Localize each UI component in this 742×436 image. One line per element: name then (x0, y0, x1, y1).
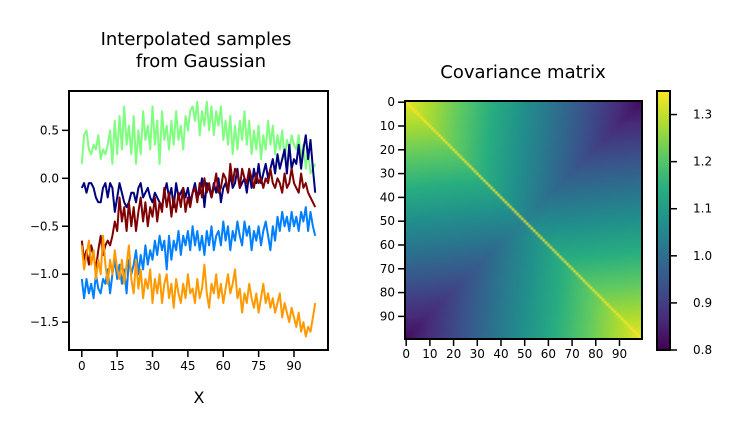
line-x-tick-label: 15 (110, 359, 125, 373)
colorbar-frame (656, 90, 671, 351)
line-x-tick-label: 75 (251, 359, 266, 373)
heatmap-y-tick-label: 70 (380, 262, 395, 276)
line-x-tick-label: 30 (145, 359, 160, 373)
line-y-tick-label: −1.0 (30, 267, 59, 281)
heatmap-y-tick-label: 90 (380, 309, 395, 323)
line-series-1 (80, 100, 317, 175)
heatmap-y-axis: 0 10 20 30 40 50 60 70 80 90 (380, 95, 404, 323)
line-x-axis: 0 15 30 45 60 75 90 (78, 350, 302, 373)
heatmap-y-tick-label: 50 (380, 214, 395, 228)
line-series-5 (80, 234, 317, 338)
heatmap-x-tick-label: 90 (612, 347, 627, 361)
colorbar-axis: 0.8 0.9 1.0 1.1 1.2 1.3 (670, 108, 712, 357)
heatmap-y-tick-label: 40 (380, 190, 395, 204)
heatmap-x-axis: 0 10 20 30 40 50 60 70 80 90 (402, 340, 627, 361)
line-y-tick-label: 0.0 (40, 171, 59, 185)
heatmap-chart: Covariance matrix 0 10 20 30 40 50 60 70 80 90 01… (380, 62, 643, 361)
heatmap-image (405, 101, 642, 339)
heatmap-title: Covariance matrix (440, 62, 606, 83)
line-y-tick-label: 0.5 (40, 123, 59, 137)
colorbar-tick-label: 1.3 (693, 108, 712, 122)
heatmap-y-tick-label: 80 (380, 286, 395, 300)
colorbar-gradient (657, 91, 670, 350)
heatmap-x-tick-label: 30 (470, 347, 485, 361)
heatmap-y-tick-label: 0 (387, 95, 395, 109)
heatmap-y-tick-label: 10 (380, 119, 395, 133)
line-chart-x-label: X (194, 388, 205, 407)
heatmap-y-tick-label: 60 (380, 238, 395, 252)
heatmap-x-tick-label: 60 (541, 347, 556, 361)
colorbar-tick-label: 0.8 (693, 343, 712, 357)
line-x-tick-label: 0 (78, 359, 86, 373)
colorbar-tick-label: 0.9 (693, 296, 712, 310)
heatmap-x-tick-label: 40 (493, 347, 508, 361)
colorbar: 0.8 0.9 1.0 1.1 1.2 1.3 (656, 90, 712, 357)
colorbar-tick-label: 1.0 (693, 249, 712, 263)
line-x-tick-label: 45 (180, 359, 195, 373)
line-y-axis: 0.5 0.0 −0.5 −1.0 −1.5 (30, 123, 69, 329)
line-series-group (80, 100, 317, 338)
line-x-tick-label: 60 (216, 359, 231, 373)
heatmap-frame (404, 100, 643, 340)
heatmap-x-tick-label: 20 (446, 347, 461, 361)
heatmap-y-tick-label: 30 (380, 167, 395, 181)
heatmap-y-tick-label: 20 (380, 143, 395, 157)
colorbar-tick-label: 1.2 (693, 155, 712, 169)
line-y-tick-label: −0.5 (30, 219, 59, 233)
heatmap-x-tick-label: 10 (422, 347, 437, 361)
line-chart-frame (68, 90, 329, 351)
line-series-3 (80, 162, 317, 271)
line-chart-title-line2: from Gaussian (136, 51, 266, 72)
heatmap-x-tick-label: 70 (564, 347, 579, 361)
heatmap-x-tick-label: 0 (402, 347, 410, 361)
heatmap-x-tick-label: 80 (588, 347, 603, 361)
colorbar-tick-label: 1.1 (693, 202, 712, 216)
line-y-tick-label: −1.5 (30, 315, 59, 329)
line-chart: Interpolated samples from Gaussian 0 15 30… (30, 29, 329, 407)
line-chart-title-line1: Interpolated samples (101, 29, 292, 50)
heatmap-x-tick-label: 50 (517, 347, 532, 361)
line-x-tick-label: 90 (286, 359, 301, 373)
